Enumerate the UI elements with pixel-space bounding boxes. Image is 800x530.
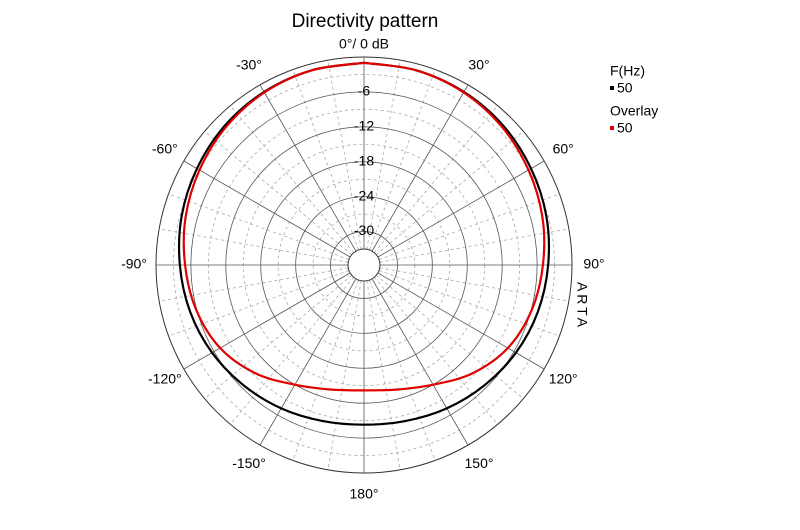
angle-tick-label: -30°: [236, 57, 262, 73]
minor-spoke: [373, 276, 499, 425]
angle-spoke: [371, 84, 469, 252]
angle-spoke: [371, 278, 469, 446]
inner-ring: [347, 248, 381, 282]
minor-spoke: [229, 105, 355, 254]
minor-spoke: [379, 267, 569, 302]
minor-spoke: [168, 193, 350, 260]
minor-spoke: [159, 267, 349, 302]
minor-spoke: [369, 69, 436, 251]
legend-swatch: [610, 86, 614, 90]
angle-tick-label: 60°: [553, 141, 574, 157]
r-tick-label: -24: [354, 187, 374, 203]
minor-spoke: [204, 130, 353, 256]
r-tick-label: -6: [358, 83, 371, 99]
minor-spoke: [366, 60, 401, 250]
angle-tick-label: 180°: [350, 486, 379, 502]
minor-spoke: [159, 228, 349, 263]
r-tick-label: -12: [354, 118, 374, 134]
legend-entry: 50: [617, 80, 633, 96]
watermark: ARTA: [574, 282, 590, 330]
minor-spoke: [168, 270, 350, 337]
minor-spoke: [369, 279, 436, 461]
angle-tick-label: 150°: [465, 455, 494, 471]
angle-spoke: [259, 84, 357, 252]
legend-group: F(Hz): [610, 63, 645, 79]
chart-title: Directivity pattern: [292, 11, 439, 32]
minor-spoke: [379, 228, 569, 263]
angle-tick-label: -90°: [121, 256, 147, 272]
series-line: [182, 61, 546, 392]
angle-tick-label: -150°: [232, 455, 266, 471]
minor-spoke: [327, 280, 362, 470]
angle-spoke: [377, 160, 545, 258]
angle-tick-label: -60°: [152, 141, 178, 157]
minor-spoke: [229, 276, 355, 425]
legend-entry: 50: [617, 120, 633, 136]
minor-spoke: [327, 60, 362, 250]
angle-spoke: [183, 160, 351, 258]
minor-spoke: [375, 130, 524, 256]
minor-spoke: [378, 193, 560, 260]
minor-spoke: [373, 105, 499, 254]
minor-spoke: [378, 270, 560, 337]
r-tick-label: -18: [354, 152, 374, 168]
minor-spoke: [292, 69, 359, 251]
minor-spoke: [366, 280, 401, 470]
minor-spoke: [375, 274, 524, 400]
angle-spoke: [259, 278, 357, 446]
angle-tick-label: 90°: [583, 256, 604, 272]
series-line: [177, 61, 551, 426]
r-tick-label: -30: [354, 222, 374, 238]
angle-tick-label: 30°: [468, 57, 489, 73]
legend-group: Overlay: [610, 103, 658, 119]
minor-spoke: [204, 274, 353, 400]
angle-tick-label: 120°: [549, 371, 578, 387]
minor-spoke: [292, 279, 359, 461]
angle-tick-label: 0°/ 0 dB: [339, 36, 389, 52]
angle-tick-label: -120°: [148, 371, 182, 387]
legend-swatch: [610, 126, 614, 130]
